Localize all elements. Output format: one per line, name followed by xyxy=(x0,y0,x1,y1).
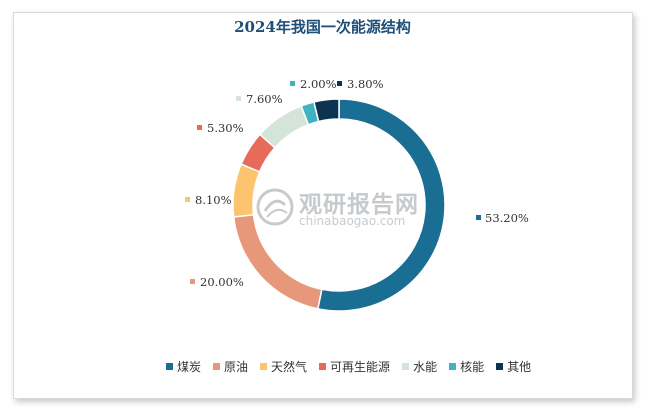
chart-frame xyxy=(13,12,633,399)
data-label-2: 20.00% xyxy=(200,275,244,289)
legend-item-2: 原油 xyxy=(213,358,248,375)
legend-swatch xyxy=(449,363,457,370)
legend-label: 煤炭 xyxy=(177,360,202,374)
data-label-6: 2.00% xyxy=(300,77,337,91)
legend-label: 核能 xyxy=(460,360,485,374)
legend-item-6: 核能 xyxy=(449,358,484,375)
watermark-url: chinabaogao.com xyxy=(299,214,406,228)
legend-label: 可再生能源 xyxy=(330,360,391,374)
legend-swatch xyxy=(402,363,410,370)
data-label-marker-5 xyxy=(236,96,241,101)
legend-label: 原油 xyxy=(224,360,249,374)
data-label-4: 5.30% xyxy=(207,121,244,135)
watermark: 观研报告网 chinabaogao.com xyxy=(255,185,435,233)
data-label-5: 7.60% xyxy=(246,92,283,106)
data-label-7: 3.80% xyxy=(347,77,384,91)
legend-item-3: 天然气 xyxy=(260,358,307,375)
legend-swatch xyxy=(213,363,221,370)
chart-legend: 煤炭 原油 天然气 可再生能源 水能 核能 其他 xyxy=(166,358,531,375)
legend-label: 其他 xyxy=(507,360,532,374)
legend-swatch xyxy=(166,363,173,370)
data-label-marker-4 xyxy=(197,125,202,130)
chart-title: 2024年我国一次能源结构 xyxy=(234,18,411,36)
legend-label: 水能 xyxy=(413,360,438,374)
watermark-logo-icon xyxy=(256,188,294,226)
data-label-marker-2 xyxy=(190,279,195,284)
data-label-marker-3 xyxy=(185,197,190,202)
slice-5 xyxy=(258,104,310,149)
legend-item-7: 其他 xyxy=(496,358,531,375)
legend-label: 天然气 xyxy=(271,360,308,374)
data-label-marker-1 xyxy=(476,215,481,220)
watermark-text: 观研报告网 xyxy=(299,192,419,218)
legend-swatch xyxy=(319,363,327,370)
legend-item-1: 煤炭 xyxy=(166,358,201,375)
legend-item-4: 可再生能源 xyxy=(319,358,390,375)
slice-7 xyxy=(313,98,340,123)
data-label-1: 53.20% xyxy=(485,211,529,225)
legend-swatch xyxy=(260,363,268,370)
data-label-3: 8.10% xyxy=(195,193,232,207)
legend-item-5: 水能 xyxy=(402,358,437,375)
data-label-marker-7 xyxy=(337,81,342,86)
legend-swatch xyxy=(496,363,504,370)
data-label-marker-6 xyxy=(290,81,295,86)
